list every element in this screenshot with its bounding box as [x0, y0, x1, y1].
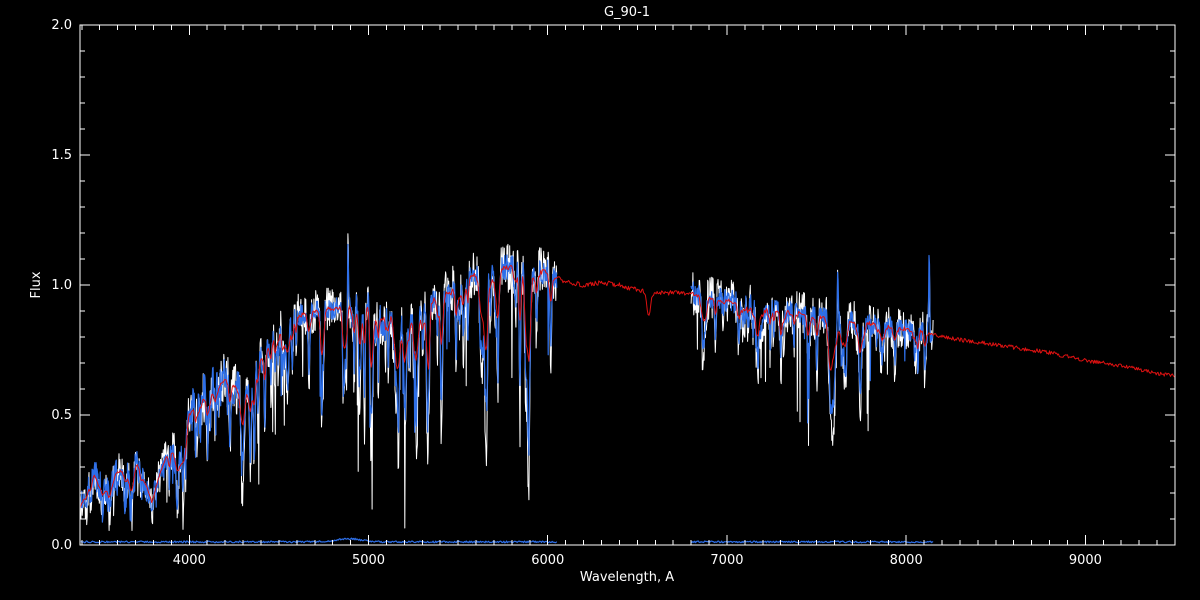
x-tick-label: 5000 [352, 553, 385, 568]
raw-spectrum-segment-2 [690, 269, 934, 446]
x-tick-label: 7000 [710, 553, 743, 568]
y-tick-label: 2.0 [51, 18, 72, 33]
y-axis-title: Flux [29, 271, 44, 298]
y-tick-label: 0.5 [51, 408, 72, 423]
y-tick-label: 1.5 [51, 148, 72, 163]
model-spectrum [80, 264, 1175, 509]
axis-ticks [80, 24, 1176, 546]
x-tick-label: 4000 [173, 553, 206, 568]
x-tick-label: 8000 [890, 553, 923, 568]
axis-tick-labels: 4000 5000 6000 7000 8000 9000 0.0 0.5 1.0 1.5 2.0 [51, 18, 1102, 568]
error-spectrum-segment-1 [80, 537, 558, 544]
observed-spectrum-segment-2 [690, 254, 934, 424]
x-tick-label: 6000 [531, 553, 564, 568]
x-tick-label: 9000 [1069, 553, 1102, 568]
x-axis-title: Wavelength, A [580, 570, 674, 585]
y-tick-label: 1.0 [51, 278, 72, 293]
series-layer [80, 233, 1175, 544]
y-tick-label: 0.0 [51, 538, 72, 553]
chart-title: G_90-1 [604, 5, 650, 20]
error-spectrum-segment-2 [690, 540, 934, 544]
